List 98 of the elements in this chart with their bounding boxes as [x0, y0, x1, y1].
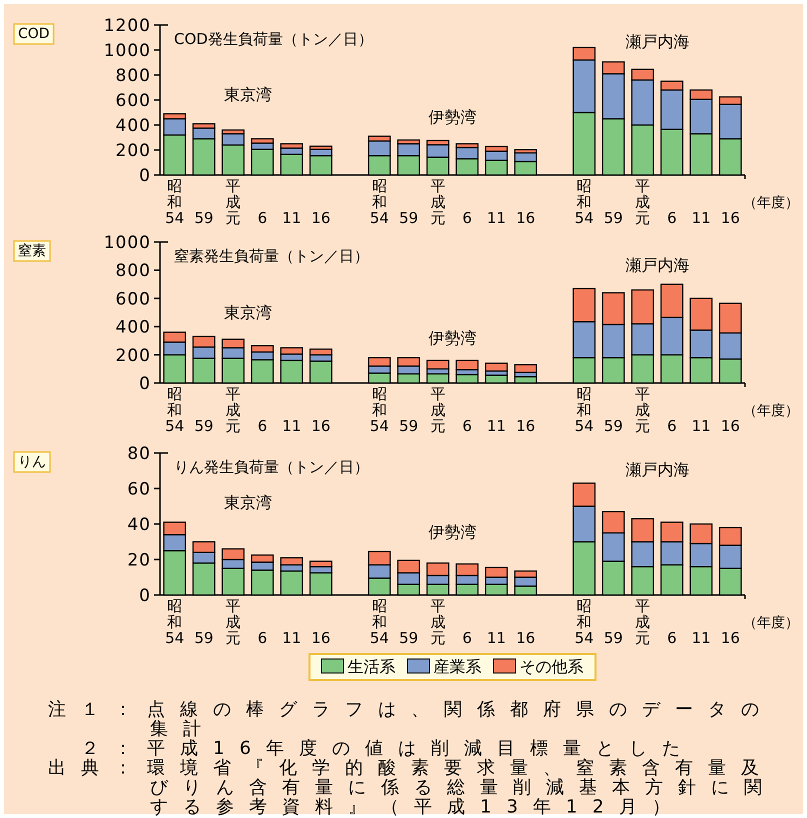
x-tick-label: 59 [194, 209, 214, 227]
annotation: 東京湾 [224, 84, 272, 104]
y-tick-label: 800 [116, 261, 151, 282]
y-tick-label: 40 [127, 515, 151, 535]
x-axis-title: （年度） [743, 615, 799, 631]
x-tick-label: 16 [311, 209, 330, 227]
x-tick-label: 59 [194, 629, 214, 647]
text: 注１：点線の棒グラフは、関係都府県のデータの集計 [48, 699, 774, 740]
x-tick-label: 平成元 [226, 385, 241, 435]
x-tick-label: 6 [462, 209, 472, 227]
annotation: 伊勢湾 [428, 107, 476, 126]
x-tick-label: 59 [604, 629, 623, 647]
x-tick-label: 16 [516, 417, 536, 435]
y-tick-label: 800 [116, 66, 151, 86]
x-tick-label: 昭和54 [574, 385, 594, 435]
x-tick-label: 昭和54 [370, 385, 389, 435]
x-tick-label: 昭和54 [574, 177, 594, 227]
y-tick-label: 1000 [104, 41, 151, 61]
x-tick-label: 平成元 [430, 385, 446, 435]
x-axis-title: （年度） [743, 403, 799, 419]
x-tick-label: 6 [258, 417, 268, 435]
annotation: 瀬戸内海 [625, 460, 690, 479]
x-tick-label: 平成元 [430, 177, 446, 227]
y-tick-label: 80 [127, 444, 151, 464]
y-tick-label: 1000 [104, 233, 151, 253]
x-tick-label: 6 [462, 417, 472, 435]
annotation: 伊勢湾 [428, 522, 476, 542]
x-tick-label: 昭和54 [165, 597, 184, 647]
y-tick-label: 600 [116, 91, 151, 111]
y-tick-label: 400 [116, 318, 151, 338]
x-tick-label: 6 [258, 209, 268, 227]
y-tick-label: 60 [127, 480, 151, 500]
x-tick-label: 16 [720, 629, 740, 647]
x-tick-label: 6 [258, 629, 268, 647]
bar [484, 362, 508, 372]
x-tick-label: 昭和54 [165, 177, 184, 227]
text: 窒素 [18, 243, 46, 259]
x-tick-label: 59 [399, 629, 418, 647]
x-tick-label: 16 [720, 209, 740, 227]
x-tick-label: 6 [462, 629, 472, 647]
x-tick-label: 平成元 [635, 177, 650, 227]
x-tick-label: 59 [604, 417, 623, 435]
x-tick-label: 59 [194, 417, 214, 435]
x-tick-label: 昭和54 [370, 597, 389, 647]
x-tick-label: 16 [516, 209, 536, 227]
x-axis-title: （年度） [743, 195, 799, 211]
x-tick-label: 11 [282, 209, 302, 227]
text: りん [18, 454, 46, 470]
text: ２：平成16年度の値は削減目標量とした [48, 738, 695, 759]
y-axis-title: COD発生負荷量（トン／日） [174, 30, 373, 48]
x-tick-label: 6 [667, 417, 677, 435]
x-tick-label: 16 [311, 417, 330, 435]
x-tick-label: 59 [604, 209, 623, 227]
y-tick-label: 600 [116, 289, 151, 310]
annotation: 瀬戸内海 [625, 32, 690, 51]
bar [514, 364, 538, 374]
y-tick-label: 0 [139, 374, 151, 394]
x-tick-label: 59 [399, 417, 418, 435]
x-tick-label: 6 [667, 629, 677, 647]
y-tick-label: 0 [139, 166, 151, 186]
y-tick-label: 1200 [104, 16, 151, 36]
x-tick-label: 昭和54 [574, 597, 594, 647]
x-tick-label: 平成元 [430, 597, 446, 647]
x-tick-label: 16 [311, 629, 330, 647]
y-axis-title: りん発生負荷量（トン／日） [174, 458, 369, 476]
x-tick-label: 平成元 [226, 597, 241, 647]
x-tick-label: 6 [667, 209, 677, 227]
x-tick-label: 11 [282, 417, 302, 435]
x-tick-label: 11 [486, 209, 506, 227]
x-tick-label: 昭和54 [165, 385, 184, 435]
x-tick-label: 16 [516, 629, 536, 647]
x-tick-label: 平成元 [226, 177, 241, 227]
legend-label: 生活系 [348, 657, 396, 676]
y-tick-label: 20 [127, 550, 151, 570]
annotation: 東京湾 [224, 493, 272, 512]
x-tick-label: 昭和54 [370, 177, 389, 227]
annotation: 東京湾 [224, 303, 272, 322]
x-tick-label: 11 [486, 629, 506, 647]
y-tick-label: 200 [116, 346, 151, 366]
x-tick-label: 59 [399, 209, 418, 227]
y-tick-label: 0 [139, 586, 151, 606]
y-tick-label: 200 [116, 141, 151, 161]
x-tick-label: 11 [486, 417, 506, 435]
x-tick-label: 11 [282, 629, 302, 647]
legend-label: その他系 [520, 657, 584, 676]
legend-label: 産業系 [434, 657, 482, 676]
x-tick-label: 11 [692, 209, 711, 227]
source-note: 出典：環境省『化学的酸素要求量、窒素含有量及びりん含有量に係る総量削減基本方針に関する参考資料』（平成13年12月） [48, 758, 777, 818]
y-axis-title: 窒素発生負荷量（トン／日） [174, 247, 369, 265]
x-tick-label: 16 [720, 417, 740, 435]
text: COD [18, 26, 50, 42]
y-tick-label: 400 [116, 116, 151, 136]
annotation: 瀬戸内海 [625, 255, 690, 274]
x-tick-label: 11 [692, 417, 711, 435]
annotation: 伊勢湾 [428, 328, 476, 348]
x-tick-label: 平成元 [635, 385, 650, 435]
x-tick-label: 平成元 [635, 597, 650, 647]
x-tick-label: 11 [692, 629, 711, 647]
